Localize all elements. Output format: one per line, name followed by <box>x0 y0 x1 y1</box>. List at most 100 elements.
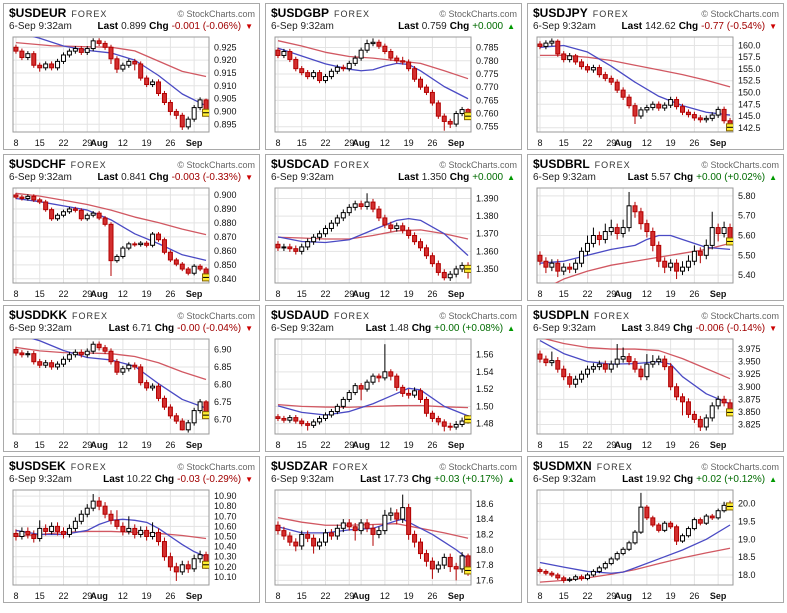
quote-datetime: 6-Sep 9:32am <box>9 474 72 485</box>
svg-text:150.0: 150.0 <box>738 87 761 97</box>
chg-value: -0.00 (-0.04%) <box>177 323 242 334</box>
chart-panel[interactable]: $USDCAD FOREX © StockCharts.com 6-Sep 9:… <box>265 154 522 301</box>
svg-text:15: 15 <box>297 289 307 299</box>
svg-text:19: 19 <box>666 591 676 601</box>
chart-panel[interactable]: $USDJPY FOREX © StockCharts.com 6-Sep 9:… <box>527 3 784 150</box>
chart-symbol: $USDPLN <box>533 308 590 322</box>
svg-text:6.80: 6.80 <box>214 379 232 389</box>
svg-text:3.900: 3.900 <box>738 382 761 392</box>
svg-text:15: 15 <box>559 289 569 299</box>
change-direction-icon: ▼ <box>245 324 253 333</box>
y-axis-labels: 6.90 6.85 6.80 6.75 6.70 <box>214 344 232 424</box>
svg-text:15: 15 <box>559 591 569 601</box>
chart-panel[interactable]: $USDBRL FOREX © StockCharts.com 6-Sep 9:… <box>527 154 784 301</box>
chart-panel[interactable]: $USDSEK FOREX © StockCharts.com 6-Sep 9:… <box>3 456 260 603</box>
svg-text:15: 15 <box>297 591 307 601</box>
svg-text:26: 26 <box>427 440 437 450</box>
svg-text:17.6: 17.6 <box>476 575 494 585</box>
svg-text:20.0: 20.0 <box>738 499 756 509</box>
quote-datetime: 6-Sep 9:32am <box>533 323 596 334</box>
svg-text:8: 8 <box>13 289 18 299</box>
quote-values: Last 10.22 Chg -0.03 (-0.29%) ▼ <box>103 473 253 486</box>
quote-values: Last 142.62 Chg -0.77 (-0.54%) ▼ <box>622 20 777 33</box>
last-label: Last <box>622 474 643 485</box>
svg-text:15: 15 <box>35 440 45 450</box>
svg-text:3.975: 3.975 <box>738 344 761 354</box>
brand-credit: © StockCharts.com <box>439 462 517 472</box>
svg-text:29: 29 <box>82 138 92 148</box>
svg-text:12: 12 <box>118 591 128 601</box>
chart-symbol: $USDSEK <box>9 459 66 473</box>
svg-text:29: 29 <box>606 591 616 601</box>
svg-text:Sep: Sep <box>448 138 465 148</box>
svg-text:8: 8 <box>537 591 542 601</box>
svg-text:0.900: 0.900 <box>214 106 237 116</box>
quote-values: Last 17.73 Chg +0.03 (+0.17%) ▲ <box>360 473 515 486</box>
chart-symbol: $USDMXN <box>533 459 592 473</box>
grid-lines <box>537 339 733 434</box>
chart-panel[interactable]: $USDGBP FOREX © StockCharts.com 6-Sep 9:… <box>265 3 522 150</box>
chart-panel[interactable]: $USDZAR FOREX © StockCharts.com 6-Sep 9:… <box>265 456 522 603</box>
svg-text:18.0: 18.0 <box>738 570 756 580</box>
chg-value: +0.03 (+0.17%) <box>434 474 504 485</box>
chg-label: Chg <box>149 21 169 32</box>
change-direction-icon: ▲ <box>507 324 515 333</box>
svg-text:18.4: 18.4 <box>476 514 494 524</box>
market-label: FOREX <box>592 9 629 19</box>
svg-text:12: 12 <box>380 289 390 299</box>
last-value: 17.73 <box>383 474 409 485</box>
chart-panel[interactable]: $USDDKK FOREX © StockCharts.com 6-Sep 9:… <box>3 305 260 452</box>
svg-text:17.8: 17.8 <box>476 560 494 570</box>
quote-values: Last 6.71 Chg -0.00 (-0.04%) ▼ <box>109 322 253 335</box>
last-value: 0.899 <box>121 21 147 32</box>
last-value: 1.48 <box>389 323 409 334</box>
last-value: 10.22 <box>126 474 152 485</box>
chg-label: Chg <box>673 172 694 183</box>
svg-text:Sep: Sep <box>710 289 727 299</box>
svg-text:12: 12 <box>118 440 128 450</box>
svg-text:22: 22 <box>58 138 68 148</box>
chg-label: Chg <box>449 21 470 32</box>
svg-text:19: 19 <box>142 138 152 148</box>
svg-text:1.54: 1.54 <box>476 367 494 377</box>
candlestick-chart: 10.9010.8010.7010.6010.5010.4010.3010.20… <box>12 489 237 601</box>
change-direction-icon: ▼ <box>245 173 253 182</box>
grid-lines <box>13 490 209 585</box>
svg-text:Sep: Sep <box>186 440 203 450</box>
brand-credit: © StockCharts.com <box>177 160 255 170</box>
svg-text:0.760: 0.760 <box>476 109 499 119</box>
chart-panel[interactable]: $USDEUR FOREX © StockCharts.com 6-Sep 9:… <box>3 3 260 150</box>
svg-text:0.780: 0.780 <box>476 56 499 66</box>
svg-text:0.905: 0.905 <box>214 94 237 104</box>
svg-text:22: 22 <box>320 440 330 450</box>
candles <box>537 191 733 280</box>
chart-panel[interactable]: $USDAUD FOREX © StockCharts.com 6-Sep 9:… <box>265 305 522 452</box>
candles <box>275 193 471 281</box>
svg-text:1.350: 1.350 <box>476 264 499 274</box>
svg-text:0.860: 0.860 <box>214 246 237 256</box>
chart-panel[interactable]: $USDPLN FOREX © StockCharts.com 6-Sep 9:… <box>527 305 784 452</box>
svg-text:147.5: 147.5 <box>738 99 761 109</box>
last-value: 5.57 <box>651 172 671 183</box>
svg-text:12: 12 <box>642 289 652 299</box>
chart-panel[interactable]: $USDCHF FOREX © StockCharts.com 6-Sep 9:… <box>3 154 260 301</box>
candles <box>537 492 733 583</box>
brand-credit: © StockCharts.com <box>177 462 255 472</box>
candlestick-chart: 0.900 0.890 0.880 0.870 0.860 0.850 0.840 8 15 22… <box>12 187 237 299</box>
svg-text:0.775: 0.775 <box>476 69 499 79</box>
chart-panel[interactable]: $USDMXN FOREX © StockCharts.com 6-Sep 9:… <box>527 456 784 603</box>
chg-value: +0.00 (+0.08%) <box>434 323 504 334</box>
quote-values: Last 0.759 Chg +0.000 ▲ <box>398 20 515 33</box>
y-axis-labels: 0.900 0.890 0.880 0.870 0.860 0.850 0.840 <box>214 190 237 284</box>
quote-row: 6-Sep 9:32am Last 0.841 Chg -0.003 (-0.3… <box>9 171 255 184</box>
quote-datetime: 6-Sep 9:32am <box>533 172 596 183</box>
chart-symbol: $USDGBP <box>271 6 330 20</box>
candlestick-chart: 3.975 3.950 3.925 3.900 3.875 3.850 3.825 8 15 22… <box>536 338 761 450</box>
svg-text:10.70: 10.70 <box>214 511 237 521</box>
svg-text:3.825: 3.825 <box>738 419 761 429</box>
